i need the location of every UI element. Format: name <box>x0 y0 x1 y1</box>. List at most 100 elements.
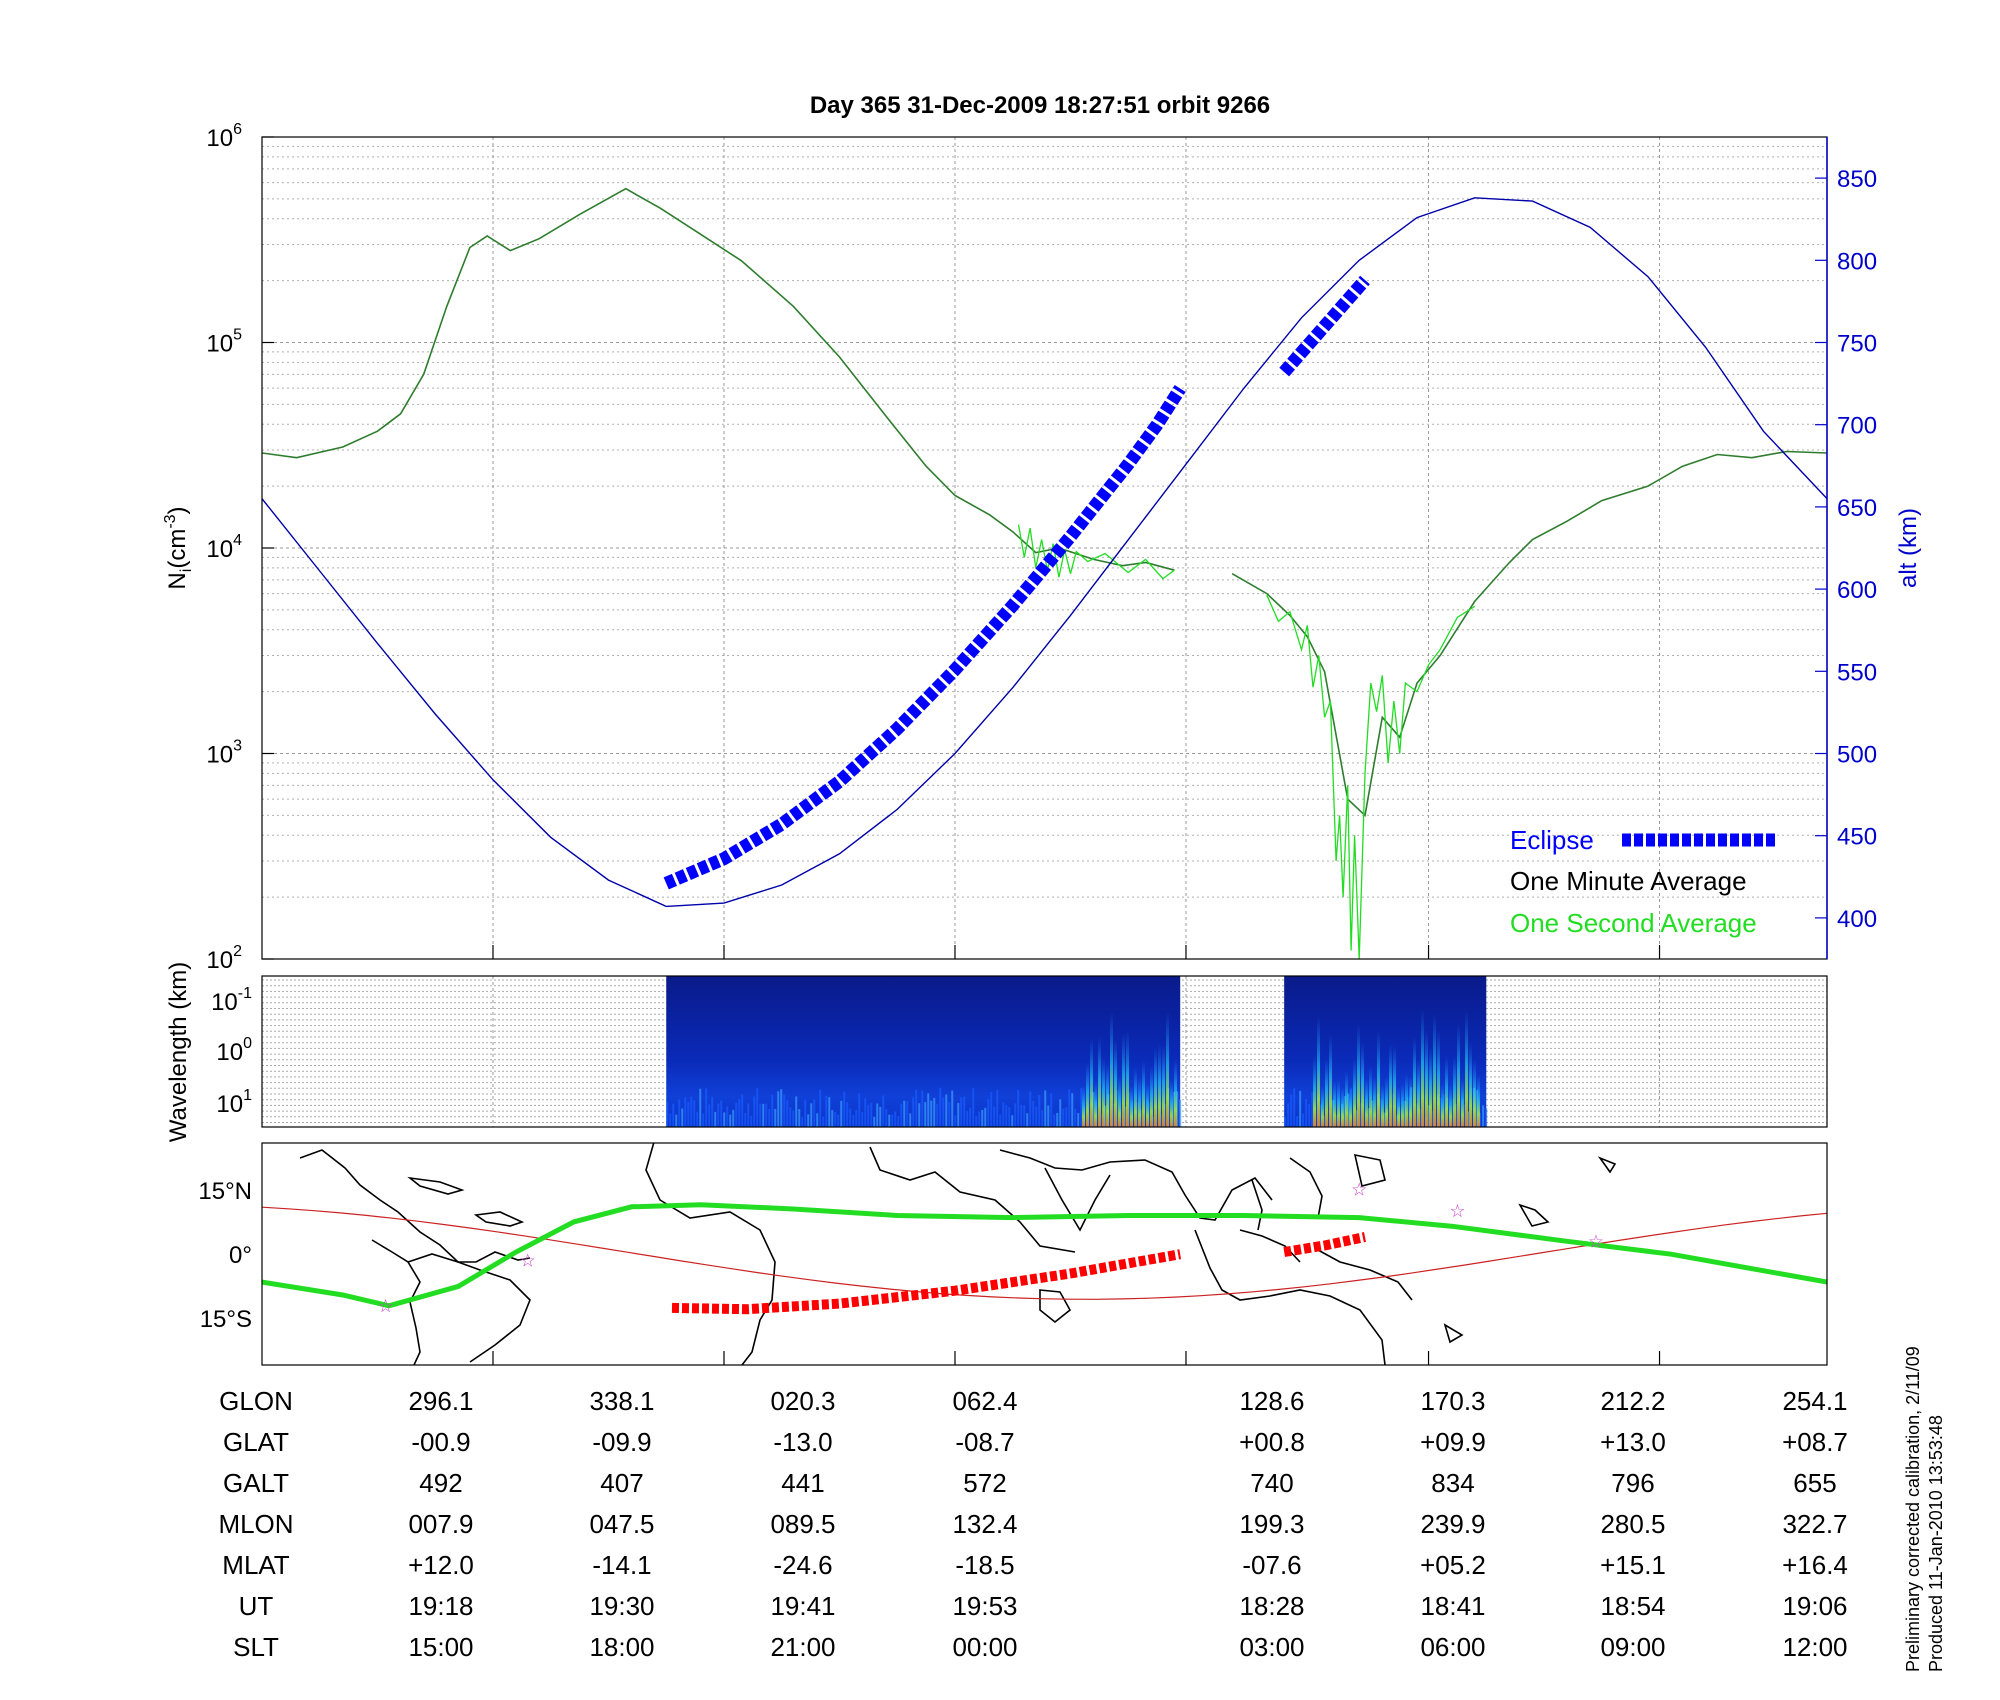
y-tick-base: 10 <box>206 947 233 974</box>
spectrogram-streak <box>957 1102 960 1127</box>
spectrogram-streak <box>927 1093 930 1127</box>
spectrogram-hot-streak <box>1138 1077 1142 1127</box>
spectrogram-streak <box>705 1088 708 1127</box>
spectrogram-hot-streak <box>1174 1058 1178 1127</box>
table-cell: 062.4 <box>952 1386 1017 1416</box>
spectrogram-streak <box>1080 1088 1083 1127</box>
ylabel-main: N <box>164 572 191 589</box>
spectrogram-streak <box>864 1098 867 1127</box>
table-cell: 00:00 <box>952 1632 1017 1662</box>
spectrogram-streak <box>828 1097 831 1127</box>
spectrogram-streak <box>915 1089 918 1127</box>
table-cell: 441 <box>781 1468 824 1498</box>
spectrogram-hot-streak <box>1409 1075 1413 1127</box>
spectrogram-streak <box>1059 1099 1062 1127</box>
spectrogram-tick-label: 100 <box>216 1035 252 1066</box>
spectrogram-streak <box>1443 1094 1446 1127</box>
spectrogram-hot-streak <box>1150 1066 1154 1127</box>
spectrogram-streak <box>1044 1090 1047 1127</box>
spectrogram-streak <box>1140 1109 1143 1127</box>
table-cell: 09:00 <box>1600 1632 1665 1662</box>
table-cell: 280.5 <box>1600 1509 1665 1539</box>
y-tick-label: 105 <box>206 327 242 358</box>
table-cell: 020.3 <box>770 1386 835 1416</box>
spectrogram-streak <box>909 1113 912 1127</box>
table-cell: 18:41 <box>1420 1591 1485 1621</box>
table-cell: +16.4 <box>1782 1550 1848 1580</box>
spectrogram-streak <box>1011 1115 1014 1127</box>
spectrogram-streak <box>1026 1113 1029 1127</box>
spectrogram-streak <box>732 1109 735 1127</box>
table-row-label: MLON <box>218 1509 293 1539</box>
spectrogram-streak <box>990 1092 993 1127</box>
spectrogram-streak <box>819 1090 822 1127</box>
y-tick-label: 103 <box>206 738 242 769</box>
map-lat-label: 15°S <box>200 1306 252 1333</box>
spectrogram-hot-streak <box>1405 1074 1409 1127</box>
tick-exp: 0 <box>243 1035 252 1052</box>
spectrogram-hot-streak <box>1170 1079 1174 1127</box>
spectrogram-streak <box>702 1113 705 1127</box>
table-cell: 06:00 <box>1420 1632 1485 1662</box>
spectrogram-streak <box>771 1094 774 1127</box>
spectrogram-streak <box>888 1114 891 1127</box>
spectrogram-frame <box>261 975 1828 1128</box>
spectrogram-streak <box>1323 1116 1326 1127</box>
table-row-label: MLAT <box>222 1550 290 1580</box>
spectrogram-streak <box>1287 1103 1290 1127</box>
spectrogram-hot-streak <box>1325 1058 1329 1127</box>
spectrogram-streak <box>1029 1091 1032 1127</box>
y-tick-base: 10 <box>206 536 233 563</box>
y2-tick-label: 700 <box>1837 413 1877 440</box>
top-grid <box>262 137 1827 960</box>
star-marker: ☆ <box>1449 1201 1465 1221</box>
table-cell: -09.9 <box>592 1427 651 1457</box>
spectrogram-hot-streak <box>1082 1085 1086 1127</box>
spectrogram-streak <box>873 1116 876 1127</box>
table-cell: 12:00 <box>1782 1632 1847 1662</box>
spectrogram-streak <box>699 1088 702 1127</box>
spectrogram-hot-streak <box>1094 1081 1098 1127</box>
star-marker: ☆ <box>1351 1180 1367 1200</box>
spectrogram-streak <box>675 1114 678 1127</box>
spectrogram-streak <box>768 1109 771 1127</box>
spectrogram-hot-streak <box>1461 1078 1465 1127</box>
spectrogram-hot-streak <box>1413 1036 1417 1127</box>
chart-title: Day 365 31-Dec-2009 18:27:51 orbit 9266 <box>810 92 1270 119</box>
spectrogram-hot-streak <box>1421 1009 1425 1127</box>
y2-tick-label: 650 <box>1837 495 1877 522</box>
spectrogram-streak <box>747 1103 750 1127</box>
spectrogram-streak <box>1347 1093 1350 1127</box>
spectrogram-streak <box>690 1096 693 1127</box>
spectrogram-hot-streak <box>1397 1086 1401 1127</box>
spectrogram-streak <box>1383 1112 1386 1127</box>
spectrogram-streak <box>1284 1116 1287 1127</box>
table-cell: 19:30 <box>589 1591 654 1621</box>
spectrogram-streak <box>813 1099 816 1127</box>
y2-tick-label: 500 <box>1837 742 1877 769</box>
table-cell: 239.9 <box>1420 1509 1485 1539</box>
spectrogram-hot-streak <box>1453 1055 1457 1127</box>
spectrogram-streak <box>999 1114 1002 1127</box>
y-tick-exp: 5 <box>233 327 242 344</box>
spectrogram-hot-streak <box>1353 1058 1357 1127</box>
y2-tick-label: 850 <box>1837 166 1877 193</box>
spectrogram-hot-streak <box>1457 1023 1461 1127</box>
map-lat-label: 0° <box>229 1242 252 1269</box>
spectrogram-streak <box>1071 1093 1074 1127</box>
spectrogram-streak <box>741 1094 744 1127</box>
tick-exp: -1 <box>238 985 252 1002</box>
table-cell: 572 <box>963 1468 1006 1498</box>
spectrogram-streak <box>1053 1114 1056 1127</box>
spectrogram-hot-streak <box>1349 1085 1353 1127</box>
spectrogram-hot-streak <box>1433 1013 1437 1127</box>
spectrogram-streak <box>996 1090 999 1127</box>
spectrogram-streak <box>714 1111 717 1127</box>
spectrogram-streak <box>750 1115 753 1127</box>
spectrogram-blocks <box>666 976 1488 1127</box>
table-cell: 19:18 <box>408 1591 473 1621</box>
spectrogram-streak <box>1002 1102 1005 1127</box>
spectrogram-streak <box>963 1096 966 1127</box>
spectrogram-hot-streak <box>1166 1011 1170 1127</box>
